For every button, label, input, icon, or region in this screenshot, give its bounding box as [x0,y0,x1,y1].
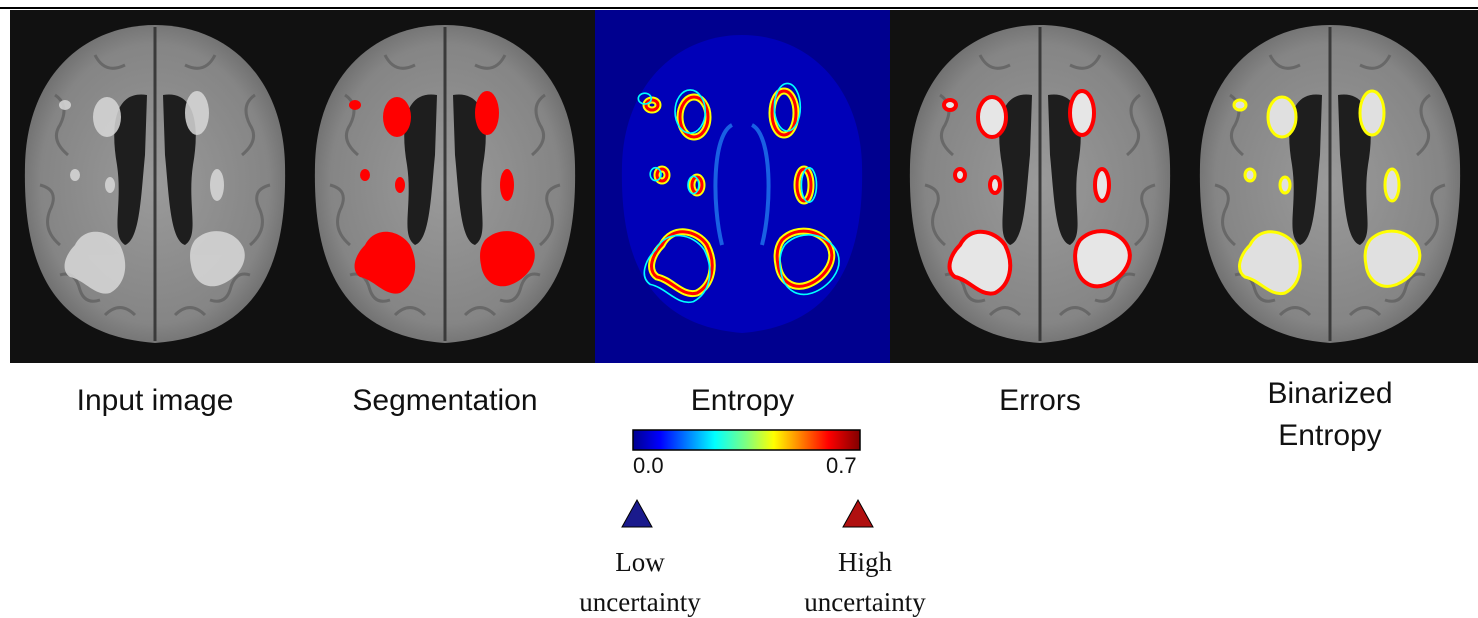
panel-label: Binarized Entropy [1267,377,1393,452]
high-label: High uncertainty [804,547,926,617]
entropy-image [595,10,890,363]
high-marker [842,498,874,528]
colorbar [632,429,861,451]
segmentation-image [313,23,577,345]
errors-image [908,23,1172,345]
low-label: Low uncertainty [579,547,701,617]
input-image [23,23,287,345]
panel-label: Input image [76,384,234,417]
panel-label: Segmentation [352,384,538,417]
low-marker [621,498,653,528]
binarized-entropy-image [1198,23,1462,345]
panel-label: Errors [999,384,1081,417]
colorbar-max: 0.7 [826,453,857,478]
panel-label: Entropy [690,384,795,417]
colorbar-min: 0.0 [633,453,664,478]
